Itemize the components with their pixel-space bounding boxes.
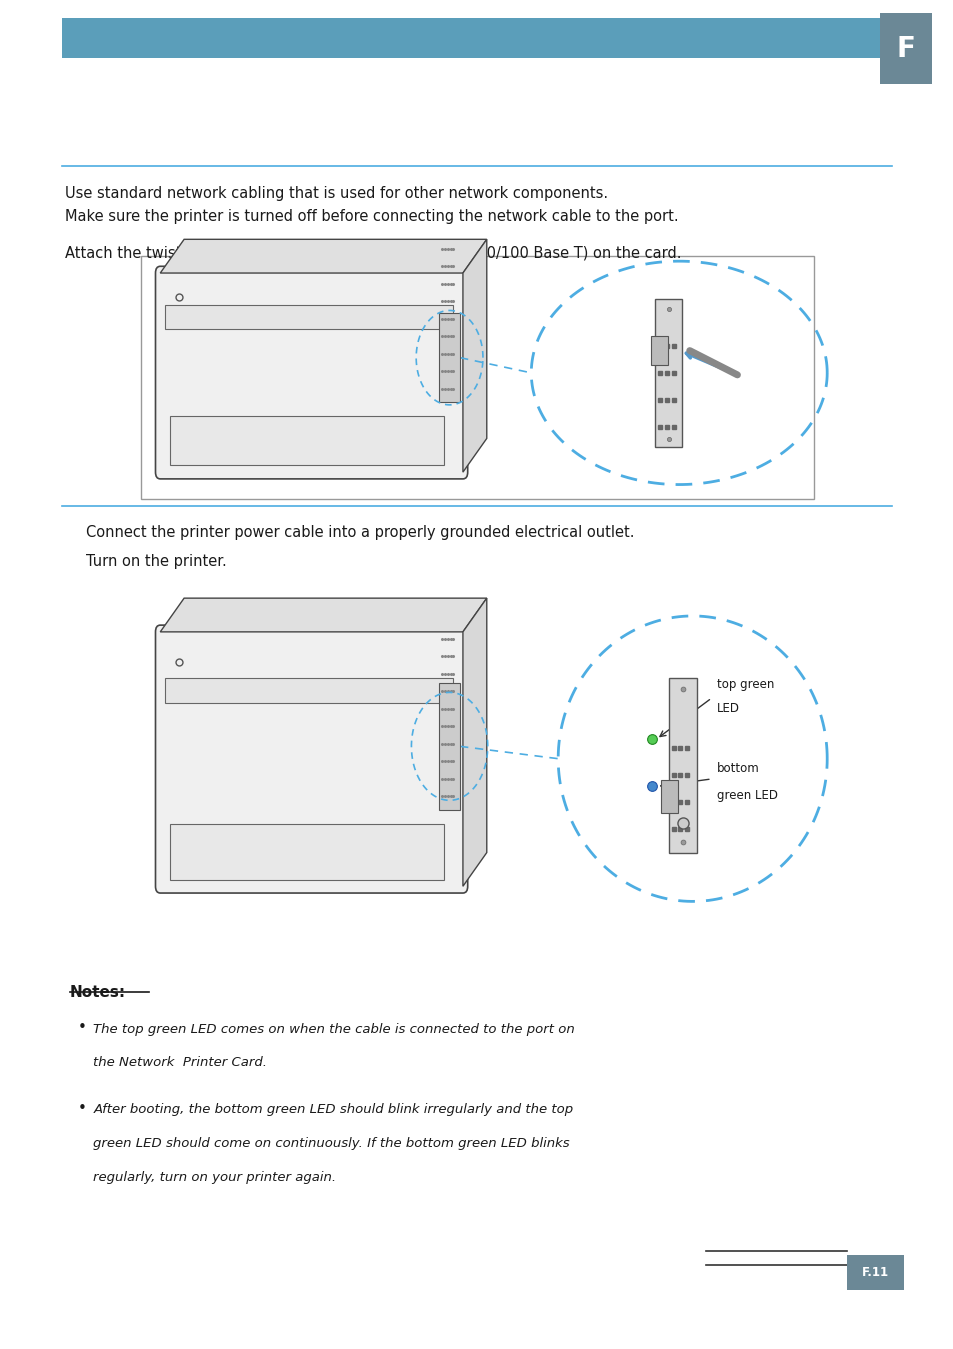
FancyBboxPatch shape (165, 305, 453, 329)
Text: top green: top green (716, 679, 773, 691)
Polygon shape (160, 239, 486, 272)
Text: Notes:: Notes: (70, 985, 126, 1000)
FancyBboxPatch shape (438, 683, 459, 809)
Polygon shape (160, 598, 486, 631)
FancyBboxPatch shape (165, 677, 453, 703)
FancyBboxPatch shape (155, 266, 467, 479)
Text: Make sure the printer is turned off before connecting the network cable to the p: Make sure the printer is turned off befo… (65, 209, 678, 224)
Text: Use standard network cabling that is used for other network components.: Use standard network cabling that is use… (65, 186, 607, 201)
Text: LED: LED (716, 703, 739, 715)
Text: regularly, turn on your printer again.: regularly, turn on your printer again. (93, 1171, 336, 1184)
Text: Connect the printer power cable into a properly grounded electrical outlet.: Connect the printer power cable into a p… (86, 525, 634, 540)
Text: •: • (77, 1020, 86, 1035)
FancyBboxPatch shape (170, 415, 443, 465)
FancyBboxPatch shape (660, 780, 678, 813)
FancyBboxPatch shape (438, 313, 459, 402)
Text: the Network  Printer Card.: the Network Printer Card. (93, 1056, 267, 1070)
FancyBboxPatch shape (650, 336, 667, 366)
FancyBboxPatch shape (141, 256, 813, 499)
Text: F.11: F.11 (862, 1265, 888, 1279)
Text: Attach the twisted-pair network cable to the RJ-45 port (10/100 Base T) on the c: Attach the twisted-pair network cable to… (65, 246, 680, 260)
Text: The top green LED comes on when the cable is connected to the port on: The top green LED comes on when the cabl… (93, 1023, 575, 1036)
FancyBboxPatch shape (170, 824, 443, 880)
Text: green LED: green LED (716, 789, 777, 801)
FancyBboxPatch shape (668, 677, 697, 853)
FancyBboxPatch shape (879, 13, 931, 84)
FancyBboxPatch shape (655, 298, 681, 447)
Text: F: F (896, 35, 914, 62)
FancyBboxPatch shape (846, 1255, 903, 1290)
Text: •: • (77, 1101, 86, 1116)
Polygon shape (462, 598, 486, 886)
Text: Turn on the printer.: Turn on the printer. (86, 554, 227, 569)
FancyBboxPatch shape (155, 625, 467, 893)
FancyBboxPatch shape (62, 18, 886, 58)
Text: After booting, the bottom green LED should blink irregularly and the top: After booting, the bottom green LED shou… (93, 1103, 573, 1117)
Polygon shape (462, 239, 486, 472)
Text: bottom: bottom (716, 762, 759, 774)
Text: green LED should come on continuously. If the bottom green LED blinks: green LED should come on continuously. I… (93, 1137, 570, 1151)
